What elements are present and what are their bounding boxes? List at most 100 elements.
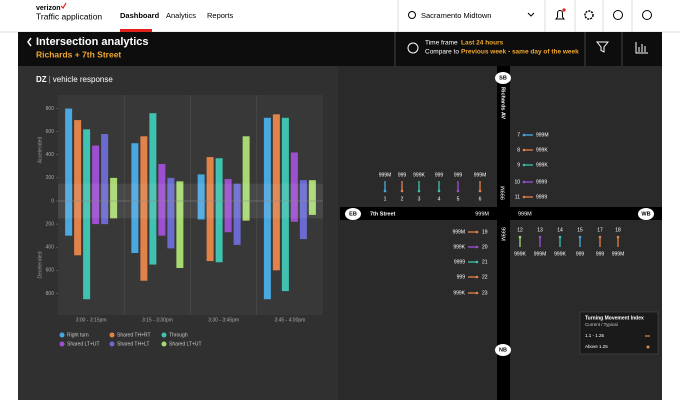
nav-item[interactable]: Dashboard: [120, 11, 160, 20]
active-underline: [120, 29, 152, 32]
legend-item: Above 1.25: [585, 344, 608, 349]
app-name: Traffic application: [36, 11, 102, 21]
filter-button[interactable]: [595, 41, 610, 53]
bell-icon[interactable]: [555, 10, 565, 20]
dropdown-caret[interactable]: [527, 12, 535, 17]
bar: [233, 183, 241, 201]
direction-label: WB: [641, 211, 650, 217]
movement-icon-head: [522, 133, 526, 137]
movement-value: 9999: [454, 259, 465, 265]
movement-id: 8: [517, 147, 520, 153]
bar: [158, 201, 166, 236]
movement-value: 999K: [554, 251, 566, 257]
bar: [140, 201, 148, 281]
street-name: Richards AV: [500, 87, 506, 119]
bar: [272, 114, 280, 201]
bar: [176, 201, 184, 269]
movement-icon-head: [400, 189, 404, 193]
bar: [92, 201, 100, 225]
bar: [167, 177, 175, 201]
bar: [167, 201, 175, 249]
legend-swatch: [646, 345, 650, 349]
ns-road: [497, 66, 510, 400]
bar: [83, 201, 91, 300]
bar: [290, 152, 298, 201]
movement-id: 7: [517, 132, 520, 138]
movement-id: 4: [438, 196, 441, 202]
settings-icon[interactable]: [584, 10, 594, 20]
movement-icon-head: [578, 235, 582, 239]
movement-id: 2: [401, 196, 404, 202]
bar: [140, 136, 148, 201]
nav-item[interactable]: Analytics: [166, 11, 196, 20]
ew-road: [340, 207, 662, 220]
movement-icon-head: [518, 235, 522, 239]
help-icon[interactable]: [613, 10, 623, 20]
y-axis-title: Accelerated: [37, 137, 43, 164]
movement-value: 999: [435, 172, 444, 178]
bar: [290, 201, 298, 222]
movement-icon-head: [522, 180, 526, 184]
movement-value: 999M: [452, 229, 465, 235]
movement-value: 999: [398, 172, 407, 178]
legend-label: Right turn: [67, 332, 89, 338]
direction-badge: [495, 72, 511, 84]
road-volume: 999M: [500, 227, 506, 241]
legend-label: Shared LT+UT: [67, 341, 100, 347]
bar: [176, 181, 184, 201]
movement-id: 3: [418, 196, 421, 202]
movement-id: 19: [482, 229, 488, 235]
legend-item: 1.1 - 1.25: [585, 333, 605, 338]
bar: [272, 201, 280, 271]
bar: [215, 158, 223, 201]
movement-value: 999M: [534, 251, 547, 257]
bar: [233, 201, 241, 245]
movement-icon-head: [558, 235, 562, 239]
bar: [281, 201, 289, 292]
panel-text: vehicle response: [53, 75, 114, 84]
bar: [206, 157, 214, 201]
legend-box: [579, 311, 659, 355]
bar: [74, 201, 82, 256]
bar: [224, 201, 232, 233]
legend-label: Shared TH+RT: [117, 332, 151, 338]
back-button[interactable]: [27, 37, 32, 47]
movement-value: 999K: [453, 290, 465, 296]
bar: [74, 120, 82, 201]
road-volume: 999M: [500, 186, 506, 200]
movement-icon-head: [475, 245, 479, 249]
user-icon[interactable]: [642, 10, 652, 20]
nav-item[interactable]: Reports: [207, 11, 234, 20]
movement-id: 22: [482, 274, 488, 280]
legend-label: Shared TH+LT: [117, 341, 149, 347]
bar: [299, 180, 307, 201]
compare-value[interactable]: Previous week - same day of the week: [461, 49, 579, 56]
movement-icon-head: [478, 189, 482, 193]
movement-icon-head: [475, 291, 479, 295]
x-tick-label: 3:30 - 3:45pm: [208, 317, 239, 323]
timeframe-value[interactable]: Last 24 hours: [461, 40, 504, 47]
legend-swatch: [161, 332, 167, 338]
chart-button[interactable]: [635, 42, 648, 54]
direction-label: EB: [349, 211, 357, 217]
bar: [263, 117, 271, 201]
bar: [92, 145, 100, 201]
movement-value: 999K: [453, 244, 465, 250]
movement-icon-head: [475, 230, 479, 234]
movement-icon-head: [538, 235, 542, 239]
bar-chart: 800 600 400 200 0 200 400 600 800 3:00 - 3:15pm 3:…: [46, 95, 323, 347]
movement-value: 999: [576, 251, 585, 257]
y-axis-title: Decelerated: [37, 251, 43, 278]
y-tick-label: 800: [46, 291, 55, 297]
bar: [215, 201, 223, 263]
movement-icon-head: [475, 275, 479, 279]
bar: [149, 201, 157, 265]
bar: [299, 201, 307, 240]
bar: [101, 133, 109, 201]
location-select[interactable]: Sacramento Midtown: [421, 11, 491, 20]
road-volume: 999M: [475, 211, 489, 217]
y-tick-label: 400: [46, 152, 55, 158]
movement-id: 12: [517, 227, 523, 233]
